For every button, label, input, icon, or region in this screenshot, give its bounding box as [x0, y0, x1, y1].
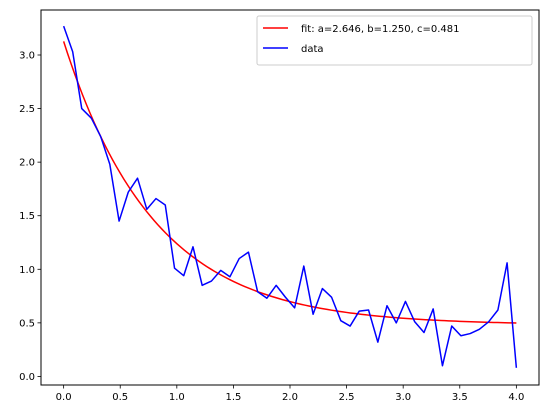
- y-axis: 0.0 0.5 1.0 1.5 2.0 2.5 3.0: [19, 51, 41, 383]
- series-line-data: [62, 25, 518, 368]
- x-axis: 0.0 0.5 1.0 1.5 2.0 2.5 3.0 3.5 4.0: [56, 385, 524, 403]
- x-tick-label: 2.0: [282, 392, 298, 403]
- x-tick-label: 3.0: [395, 392, 411, 403]
- y-tick-label: 3.0: [19, 51, 35, 62]
- legend-label-data: data: [301, 44, 324, 55]
- x-tick-label: 3.5: [452, 392, 468, 403]
- y-tick-label: 1.0: [19, 265, 35, 276]
- x-tick-label: 1.0: [169, 392, 185, 403]
- y-tick-label: 2.0: [19, 158, 35, 169]
- legend-label-fit: fit: a=2.646, b=1.250, c=0.481: [301, 24, 459, 35]
- x-tick-label: 2.5: [339, 392, 355, 403]
- x-tick-label: 0.5: [112, 392, 128, 403]
- plot-lines: [62, 25, 518, 368]
- x-tick-label: 1.5: [225, 392, 241, 403]
- y-tick-label: 1.5: [19, 211, 35, 222]
- y-tick-label: 0.5: [19, 318, 35, 329]
- x-tick-label: 4.0: [508, 392, 524, 403]
- legend: fit: a=2.646, b=1.250, c=0.481 data: [256, 15, 533, 66]
- x-tick-label: 0.0: [56, 392, 72, 403]
- y-tick-label: 0.0: [19, 372, 35, 383]
- series-line-fit: [62, 41, 517, 324]
- legend-box: [256, 15, 533, 66]
- y-tick-label: 2.5: [19, 104, 35, 115]
